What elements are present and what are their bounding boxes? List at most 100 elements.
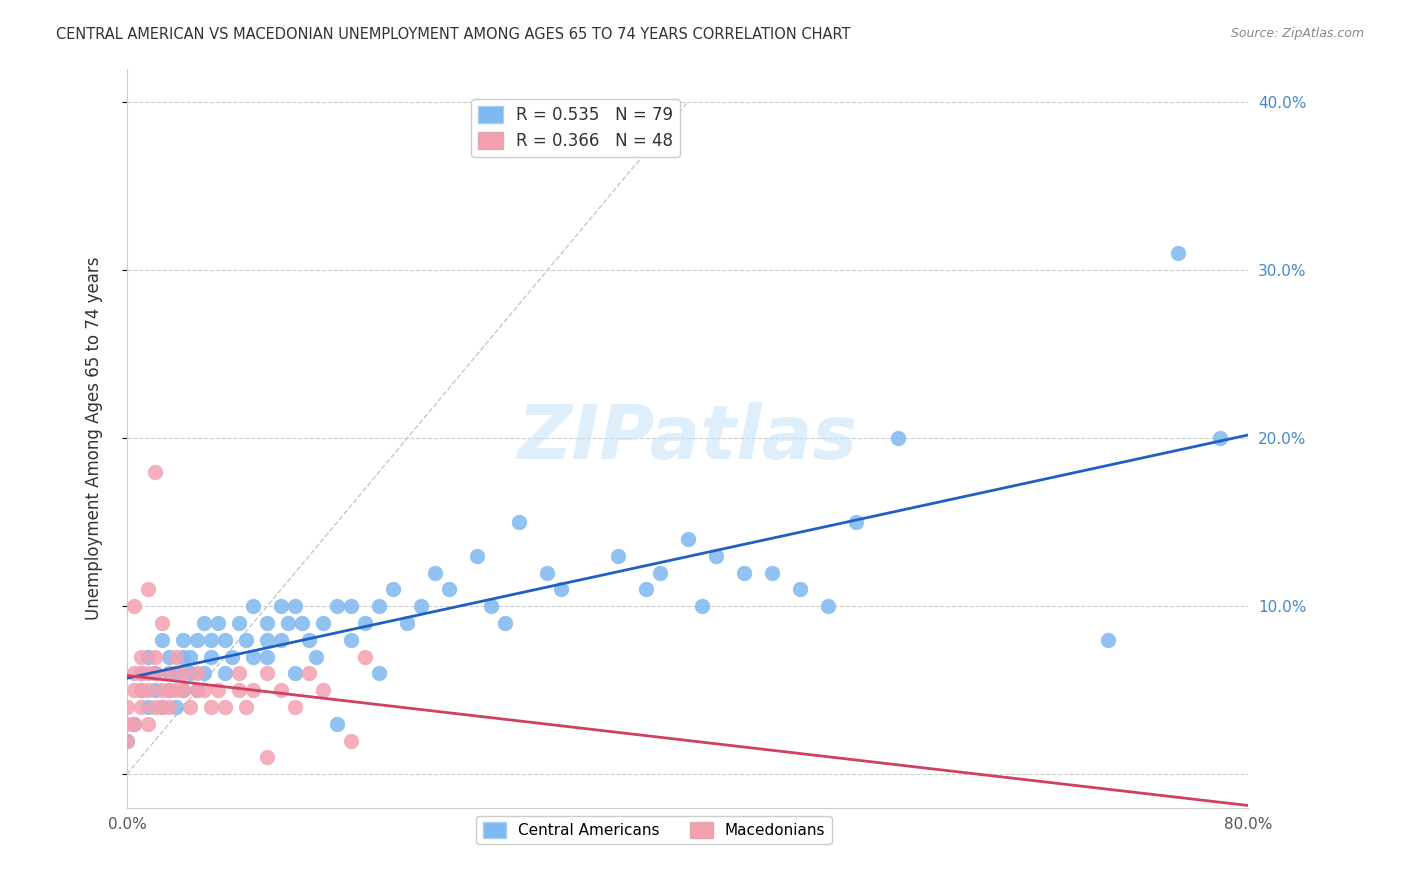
Point — [136, 649, 159, 664]
Point — [1167, 246, 1189, 260]
Point — [165, 700, 187, 714]
Point — [411, 599, 433, 614]
Point — [291, 615, 314, 630]
Point — [165, 666, 187, 681]
Point — [129, 666, 152, 681]
Point — [136, 700, 159, 714]
Point — [235, 632, 257, 647]
Point — [536, 566, 558, 580]
Point — [284, 700, 307, 714]
Point — [256, 632, 278, 647]
Point — [439, 582, 461, 597]
Point — [122, 666, 145, 681]
Point — [157, 700, 180, 714]
Point — [122, 683, 145, 698]
Point — [221, 649, 243, 664]
Point — [256, 750, 278, 764]
Point — [193, 615, 215, 630]
Point — [150, 632, 173, 647]
Point — [150, 615, 173, 630]
Point — [845, 515, 868, 529]
Point — [312, 683, 335, 698]
Point — [228, 666, 250, 681]
Point — [157, 683, 180, 698]
Point — [143, 700, 166, 714]
Text: CENTRAL AMERICAN VS MACEDONIAN UNEMPLOYMENT AMONG AGES 65 TO 74 YEARS CORRELATIO: CENTRAL AMERICAN VS MACEDONIAN UNEMPLOYM… — [56, 27, 851, 42]
Point — [122, 716, 145, 731]
Point — [704, 549, 727, 563]
Point — [256, 649, 278, 664]
Point — [298, 632, 321, 647]
Point — [115, 733, 138, 747]
Point — [129, 700, 152, 714]
Point — [340, 733, 363, 747]
Point — [129, 649, 152, 664]
Point — [179, 700, 201, 714]
Point — [284, 666, 307, 681]
Point — [150, 700, 173, 714]
Point — [157, 666, 180, 681]
Point — [200, 632, 222, 647]
Point — [172, 649, 194, 664]
Point — [115, 716, 138, 731]
Point — [200, 649, 222, 664]
Point — [157, 666, 180, 681]
Point — [550, 582, 572, 597]
Point — [761, 566, 783, 580]
Point — [193, 666, 215, 681]
Point — [129, 683, 152, 698]
Point — [396, 615, 419, 630]
Point — [136, 683, 159, 698]
Point — [354, 615, 377, 630]
Point — [207, 615, 229, 630]
Point — [186, 683, 208, 698]
Point — [1209, 431, 1232, 445]
Point — [157, 649, 180, 664]
Point — [270, 599, 292, 614]
Point — [214, 632, 236, 647]
Point — [186, 683, 208, 698]
Point — [284, 599, 307, 614]
Point — [172, 683, 194, 698]
Point — [143, 666, 166, 681]
Point — [481, 599, 503, 614]
Point — [143, 683, 166, 698]
Point — [143, 666, 166, 681]
Point — [136, 666, 159, 681]
Point — [340, 632, 363, 647]
Point — [143, 649, 166, 664]
Point — [207, 683, 229, 698]
Point — [1097, 632, 1119, 647]
Point — [122, 599, 145, 614]
Point — [172, 683, 194, 698]
Point — [305, 649, 328, 664]
Point — [312, 615, 335, 630]
Point — [193, 683, 215, 698]
Point — [228, 615, 250, 630]
Point — [817, 599, 839, 614]
Point — [214, 700, 236, 714]
Text: ZIPatlas: ZIPatlas — [517, 401, 858, 475]
Point — [382, 582, 405, 597]
Point — [494, 615, 516, 630]
Point — [676, 532, 699, 546]
Point — [270, 683, 292, 698]
Point — [165, 649, 187, 664]
Point — [270, 632, 292, 647]
Point — [172, 632, 194, 647]
Point — [340, 599, 363, 614]
Point — [789, 582, 811, 597]
Point — [277, 615, 299, 630]
Point — [179, 649, 201, 664]
Point — [200, 700, 222, 714]
Legend: Central Americans, Macedonians: Central Americans, Macedonians — [477, 816, 831, 845]
Point — [136, 716, 159, 731]
Point — [508, 515, 530, 529]
Point — [150, 700, 173, 714]
Point — [186, 632, 208, 647]
Point — [129, 683, 152, 698]
Point — [157, 683, 180, 698]
Point — [425, 566, 447, 580]
Point — [129, 666, 152, 681]
Point — [256, 666, 278, 681]
